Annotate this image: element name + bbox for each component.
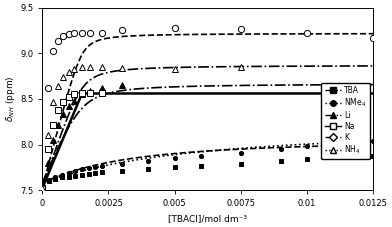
Y-axis label: $\delta_{NH}$ (ppm): $\delta_{NH}$ (ppm) [4, 76, 17, 122]
Legend: TBA, NMe$_4$, Li, Na, K, NH$_4$: TBA, NMe$_4$, Li, Na, K, NH$_4$ [321, 83, 370, 159]
X-axis label: [TBACl]/mol dm⁻³: [TBACl]/mol dm⁻³ [168, 214, 247, 223]
